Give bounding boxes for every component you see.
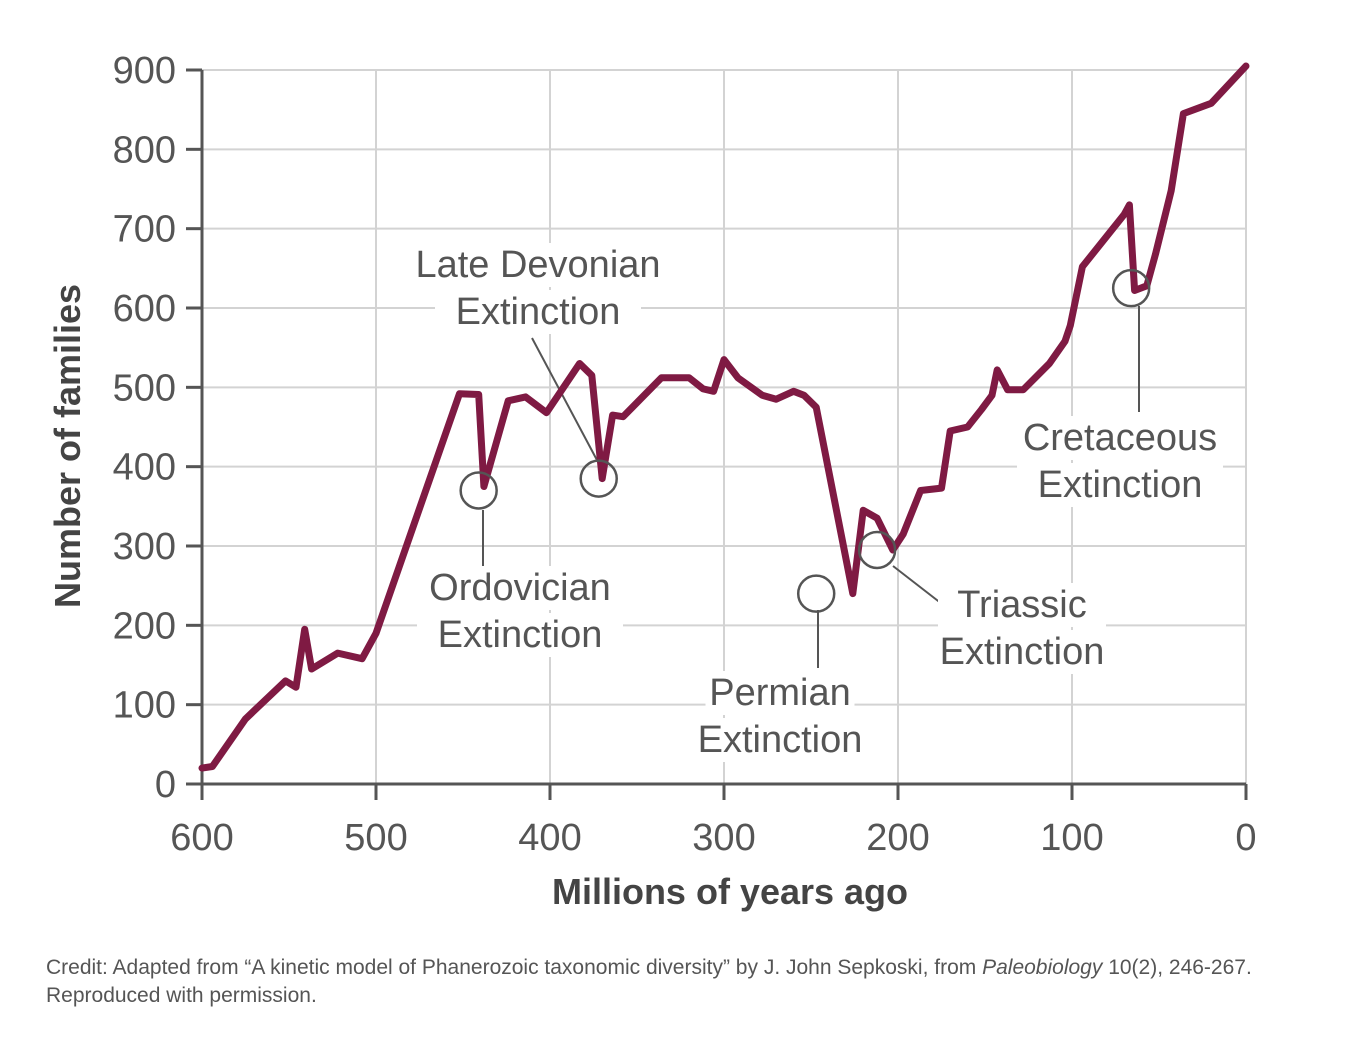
y-tick-label-400: 400 [113,447,176,489]
x-tick-label-600: 600 [170,817,233,859]
annotation-markers [459,268,1151,613]
axes [186,68,1248,800]
x-tick-labels: 600 500 400 300 200 100 0 [170,817,1256,859]
late-devonian-marker [579,459,618,498]
y-tick-label-200: 200 [113,605,176,647]
late-devonian-label-bg-1 [435,290,641,334]
x-tick-label-200: 200 [866,817,929,859]
late-devonian-label-bg-0 [406,243,670,287]
triassic-marker [857,530,897,570]
credit-prefix: Credit: Adapted from “A kinetic model of… [46,956,983,979]
y-tick-label-0: 0 [155,764,176,806]
credit-suffix: 10(2), 246-267. Reproduced with permissi… [46,956,1252,1007]
cretaceous-label-bg-0 [1017,416,1223,460]
y-tick-labels: 0 100 200 300 400 500 600 700 800 900 [113,50,176,806]
credit-note: Credit: Adapted from “A kinetic model of… [46,954,1336,1010]
triassic-label-line-0: Triassic [957,584,1086,626]
annotation-leaders [482,306,1140,668]
permian-label-line-0: Permian [709,672,851,714]
late-devonian-label-line-1: Extinction [456,291,621,333]
series-line-0 [198,62,1250,772]
x-tick-label-400: 400 [518,817,581,859]
x-tick-label-300: 300 [692,817,755,859]
triassic-label-line-1: Extinction [940,631,1105,673]
x-tick-label-100: 100 [1040,817,1103,859]
y-tick-label-300: 300 [113,526,176,568]
annotation-labels: Ordovician Extinction Late Devonian Extinct… [406,243,1223,762]
series-group [198,62,1250,772]
cretaceous-label-bg-1 [1017,463,1223,507]
permian-marker [796,574,836,613]
y-tick-label-100: 100 [113,685,176,727]
late-devonian-label-line-0: Late Devonian [415,244,660,286]
ordovician-marker [459,471,498,510]
ordovician-label-line-0: Ordovician [429,567,611,609]
y-tick-label-500: 500 [113,367,176,409]
y-tick-label-700: 700 [113,209,176,251]
cretaceous-label-line-0: Cretaceous [1023,417,1217,459]
triassic-leader [892,565,943,605]
y-tick-label-900: 900 [113,50,176,92]
ordovician-label-bg-1 [417,613,623,657]
x-tick-label-500: 500 [344,817,407,859]
permian-label-bg-1 [677,718,883,762]
permian-label-bg-0 [705,671,855,715]
ordovician-label-line-1: Extinction [438,614,603,656]
triassic-label-bg-1 [919,630,1125,674]
ordovician-label-bg-0 [417,566,623,610]
y-axis-label: Number of families [47,284,88,608]
late-devonian-leader [531,337,599,463]
extinction-chart: 0 100 200 300 400 500 600 700 800 900 600 500 400 30… [47,50,1257,912]
credit-journal: Paleobiology [982,956,1103,979]
permian-label-line-1: Extinction [698,719,863,761]
cretaceous-marker [1111,268,1151,308]
triassic-label-bg-0 [938,583,1106,627]
x-tick-label-0: 0 [1235,817,1256,859]
y-tick-label-600: 600 [113,288,176,330]
cretaceous-label-line-1: Extinction [1038,464,1203,506]
x-axis-label: Millions of years ago [552,871,908,912]
y-tick-label-800: 800 [113,129,176,171]
